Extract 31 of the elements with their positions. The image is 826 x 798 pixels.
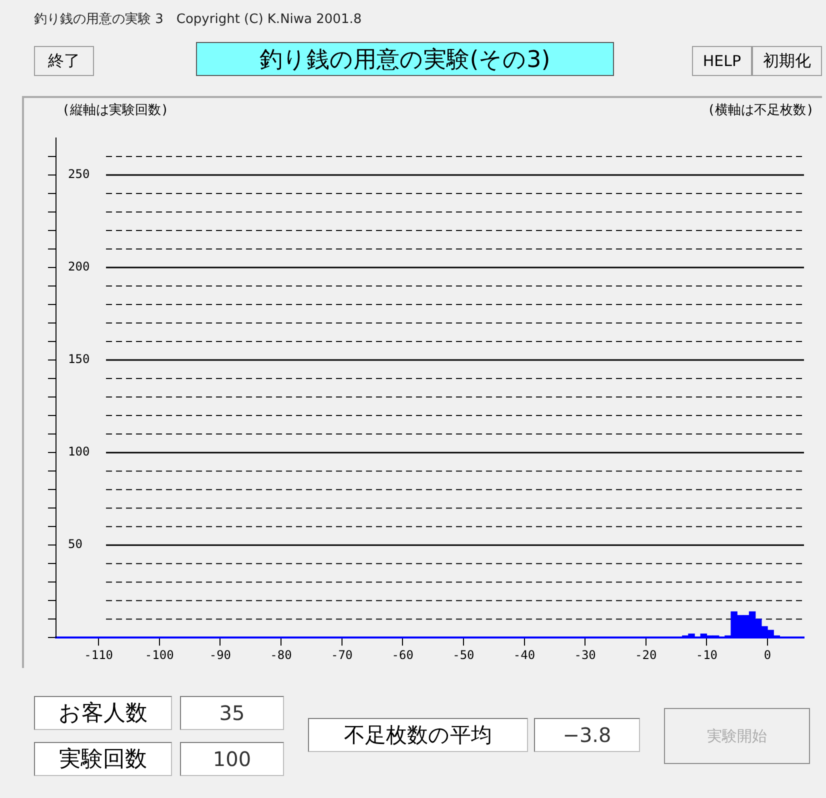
text: 初期化 bbox=[752, 46, 822, 76]
x-tick-label: -30 bbox=[574, 648, 596, 662]
x-tick-label: -70 bbox=[330, 648, 353, 662]
x-tick-label: -60 bbox=[392, 648, 414, 662]
text: 実験回数 bbox=[34, 742, 172, 776]
text: −3.8 bbox=[534, 718, 640, 752]
x-tick-label: 0 bbox=[764, 648, 772, 662]
x-tick-label: -50 bbox=[452, 648, 474, 662]
x-tick-label: -20 bbox=[635, 648, 657, 662]
text: HELP bbox=[692, 46, 752, 76]
text: 実験開始 bbox=[664, 708, 810, 764]
y-tick-label: 200 bbox=[68, 260, 90, 274]
chart-title: 釣り銭の用意の実験(その3) bbox=[196, 42, 614, 76]
x-axis-title: (横軸は不足枚数) bbox=[707, 102, 814, 118]
y-tick-label: 100 bbox=[68, 444, 90, 459]
y-tick-label: 250 bbox=[68, 167, 90, 182]
y-tick-label: 50 bbox=[68, 537, 82, 552]
x-tick-label: -80 bbox=[270, 648, 292, 662]
text: お客人数 bbox=[34, 696, 172, 730]
x-tick-label: -10 bbox=[696, 648, 718, 662]
y-tick-label: 150 bbox=[68, 352, 90, 366]
x-tick-label: -100 bbox=[144, 648, 174, 662]
y-axis-title: (縦軸は実験回数) bbox=[62, 102, 169, 118]
x-tick-label: -90 bbox=[209, 648, 232, 662]
x-tick-label: -110 bbox=[84, 648, 114, 662]
text: 100 bbox=[180, 742, 284, 776]
text: 釣り銭の用意の実験 3 Copyright (C) K.Niwa 2001.8 bbox=[34, 11, 362, 28]
x-tick-label: -40 bbox=[513, 648, 536, 662]
text: 不足枚数の平均 bbox=[308, 718, 528, 752]
text: 終了 bbox=[34, 46, 94, 76]
text: 35 bbox=[180, 696, 284, 730]
